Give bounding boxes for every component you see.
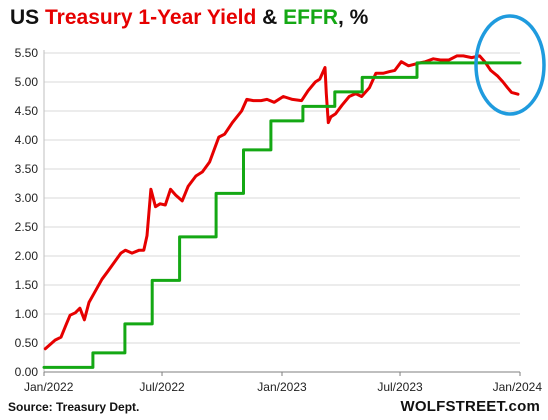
y-tick-label: 5.50 — [15, 46, 39, 60]
y-tick-label: 1.50 — [15, 278, 39, 292]
effr-series-line — [42, 61, 522, 369]
x-tick-label: Jul/2023 — [377, 380, 423, 394]
y-tick-label: 2.00 — [15, 249, 39, 263]
series-lines — [42, 54, 522, 369]
brand-logo: WOLFSTREET.com — [400, 398, 540, 415]
x-tick-label: Jul/2022 — [139, 380, 185, 394]
y-tick-label: 4.00 — [15, 133, 39, 147]
title-part-effr: EFFR — [283, 6, 338, 29]
gridlines — [44, 52, 520, 344]
title-part-unit: , % — [338, 6, 369, 29]
title-part-yield: Treasury 1-Year Yield — [45, 6, 257, 29]
x-tick-label: Jan/2022 — [24, 380, 74, 394]
chart-title: US Treasury 1-Year Yield & EFFR, % — [10, 6, 368, 30]
axes: 0.00 0.50 1.00 1.50 2.00 2.50 3.00 3.50 4.00 4.50… — [15, 46, 543, 394]
y-tick-label: 3.00 — [15, 191, 39, 205]
x-tick-label: Jan/2024 — [493, 380, 543, 394]
title-part-ampersand: & — [256, 6, 284, 29]
highlight-circle — [474, 14, 546, 116]
y-tick-label: 1.00 — [15, 307, 39, 321]
x-tick-label: Jan/2023 — [257, 380, 307, 394]
annotations — [474, 14, 546, 116]
y-tick-label: 2.50 — [15, 220, 39, 234]
title-part-us: US — [10, 6, 46, 29]
source-note: Source: Treasury Dept. — [8, 400, 140, 414]
y-tick-label: 4.50 — [15, 104, 39, 118]
y-tick-label: 5.00 — [15, 75, 39, 89]
y-tick-label: 0.50 — [15, 336, 39, 350]
treasury-yield-series-line — [43, 54, 520, 351]
y-tick-label: 0.00 — [15, 365, 39, 379]
y-tick-label: 3.50 — [15, 162, 39, 176]
